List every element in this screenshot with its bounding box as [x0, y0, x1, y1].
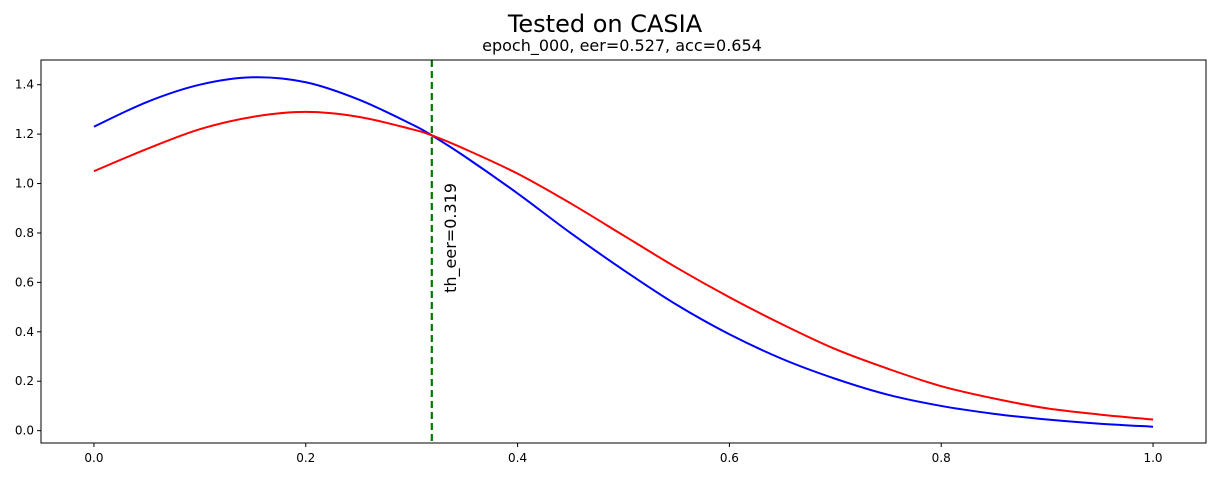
- threshold-label: th_eer=0.319: [441, 183, 461, 293]
- y-tick-label: 0.8: [15, 226, 34, 240]
- figure-suptitle: Tested on CASIA: [507, 10, 703, 38]
- x-axis: 0.0 0.2 0.4 0.6 0.8 1.0: [84, 443, 1163, 465]
- axes-title: epoch_000, eer=0.527, acc=0.654: [482, 36, 762, 56]
- series-layer: [93, 76, 1154, 428]
- y-tick-label: 0.0: [15, 424, 34, 438]
- plot-area-frame: [40, 59, 1207, 444]
- y-tick-label: 0.6: [15, 275, 34, 289]
- y-tick-label: 1.0: [15, 177, 34, 191]
- x-tick-label: 0.2: [296, 451, 315, 465]
- series-line-2: [93, 110, 1154, 421]
- threshold-layer: th_eer=0.319: [430, 60, 461, 443]
- y-tick-label: 1.2: [15, 127, 34, 141]
- x-tick-label: 0.4: [508, 451, 527, 465]
- x-tick-label: 0.6: [720, 451, 739, 465]
- y-axis: 0.0 0.2 0.4 0.6 0.8 1.0 1.2 1.4: [15, 78, 41, 438]
- series-line-1: [93, 76, 1154, 428]
- y-tick-label: 0.4: [15, 325, 34, 339]
- x-tick-label: 0.0: [84, 451, 103, 465]
- y-tick-label: 0.2: [15, 374, 34, 388]
- y-tick-label: 1.4: [15, 78, 34, 92]
- x-tick-label: 1.0: [1143, 451, 1162, 465]
- x-tick-label: 0.8: [932, 451, 951, 465]
